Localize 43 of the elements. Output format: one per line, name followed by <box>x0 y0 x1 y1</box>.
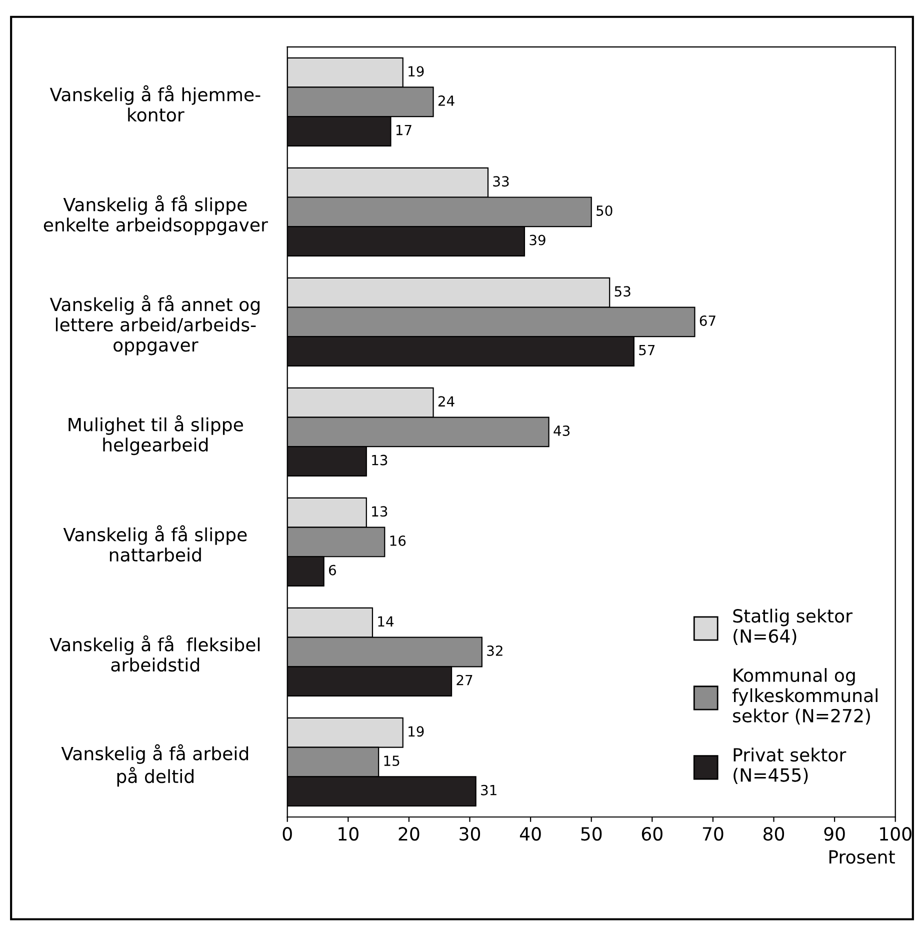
data-label: 13 <box>372 454 388 466</box>
x-tick-label: 80 <box>763 827 784 841</box>
data-label: 53 <box>614 286 630 297</box>
data-label: 14 <box>378 616 394 626</box>
data-label: 19 <box>408 66 424 77</box>
data-label: 43 <box>554 425 570 436</box>
legend-label: Statlig sektor (N=64) <box>733 608 852 646</box>
x-tick-label: 90 <box>824 827 845 841</box>
y-tick-label: Vanskelig å få hjemme- kontor <box>50 85 260 122</box>
y-tick-label: Vanskelig å få fleksibel arbeidstid <box>50 635 260 672</box>
x-tick-label: 10 <box>338 827 358 841</box>
x-tick-label: 50 <box>581 827 602 841</box>
legend-label: Kommunal og fylkeskommunal sektor (N=272) <box>732 668 878 725</box>
data-label: 50 <box>596 205 612 216</box>
data-label: 31 <box>481 784 496 796</box>
data-label: 17 <box>396 124 412 136</box>
x-tick-label: 0 <box>282 827 292 841</box>
data-label: 39 <box>530 234 546 246</box>
x-tick-label: 40 <box>520 827 541 841</box>
y-tick-label: Vanskelig å få arbeid på deltid <box>61 744 248 787</box>
data-label: 16 <box>390 535 406 546</box>
y-tick-label: Vanskelig å få slippe enkelte arbeidsoppgaver <box>44 195 268 236</box>
data-label: 33 <box>493 176 509 187</box>
y-tick-label: Mulighet til å slippe helgearbeid <box>68 415 243 456</box>
data-label: 6 <box>328 564 336 576</box>
x-axis-title: Prosent <box>829 850 895 864</box>
x-tick-label: 20 <box>398 827 420 841</box>
data-label: 13 <box>372 506 388 517</box>
x-tick-label: 30 <box>460 827 480 841</box>
data-label: 57 <box>639 344 655 356</box>
data-label: 24 <box>438 95 454 106</box>
y-tick-label: Vanskelig å få slippe nattarbeid <box>63 525 247 562</box>
legend-label: Privat sektor (N=455) <box>734 748 846 784</box>
x-tick-label: 70 <box>702 827 724 841</box>
data-label: 67 <box>700 315 716 326</box>
data-label: 32 <box>487 646 502 656</box>
data-label: 24 <box>438 396 454 406</box>
x-tick-label: 100 <box>880 827 912 841</box>
y-tick-label: Vanskelig å få annet og lettere arbeid/arbeids- oppgaver <box>50 295 260 356</box>
data-label: 27 <box>456 674 472 686</box>
data-label: 19 <box>408 726 424 737</box>
data-label: 15 <box>384 756 400 766</box>
x-tick-label: 60 <box>642 827 662 841</box>
